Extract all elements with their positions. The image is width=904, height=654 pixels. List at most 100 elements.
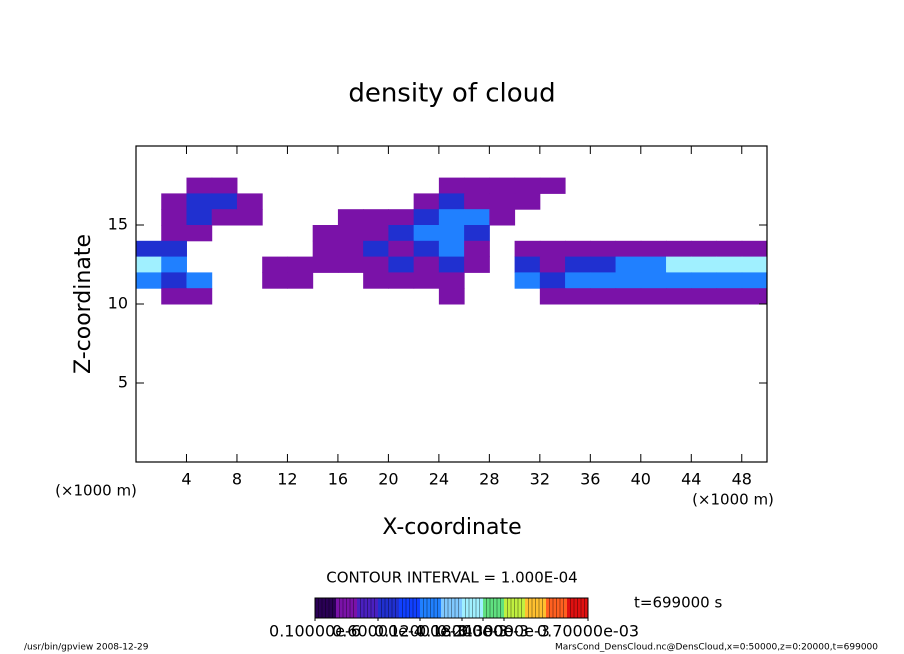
contour-cell	[136, 256, 162, 273]
contour-cell	[312, 256, 339, 273]
contour-cell	[438, 288, 465, 305]
contour-cell	[741, 288, 768, 305]
contour-cell	[539, 272, 566, 289]
contour-cell	[388, 209, 415, 226]
contour-cell	[438, 272, 465, 289]
chart-title: density of cloud	[348, 79, 555, 109]
contour-cell	[438, 256, 465, 273]
contour-cell	[666, 288, 692, 305]
x-tick-label: 28	[479, 470, 499, 489]
contour-cell	[464, 240, 490, 258]
contour-cell	[691, 272, 718, 289]
colorbar-tick-label: 0.24000e-3	[437, 622, 529, 641]
contour-cell	[489, 209, 516, 226]
contour-cell	[186, 209, 213, 226]
footer-left: /usr/bin/gpview 2008-12-29	[24, 643, 149, 653]
contour-cell	[236, 209, 263, 226]
contour-cell	[413, 240, 440, 258]
colorbar-tick-label: 0.10000e-6	[269, 622, 361, 641]
contour-cell	[413, 272, 440, 289]
contour-cell	[565, 256, 591, 273]
contour-cell	[438, 209, 465, 226]
contour-cell	[363, 209, 389, 226]
contour-cell	[363, 272, 389, 289]
x-tick-label: 36	[580, 470, 600, 489]
contour-cell	[640, 256, 667, 273]
contour-cell	[464, 209, 490, 226]
contour-cell	[691, 256, 718, 273]
contour-cell	[539, 177, 566, 194]
contour-cell	[363, 240, 389, 258]
x-tick-label: 16	[328, 470, 348, 489]
x-tick-label: 32	[530, 470, 550, 489]
x-tick-label: 20	[378, 470, 398, 489]
contour-cell	[615, 272, 642, 289]
contour-cell	[136, 240, 162, 258]
contour-cell	[161, 288, 187, 305]
x-tick-label: 44	[681, 470, 701, 489]
contour-cell	[413, 193, 440, 210]
contour-cell	[388, 272, 415, 289]
contour-cell	[413, 209, 440, 226]
contour-cell	[489, 177, 516, 194]
contour-cell	[565, 240, 591, 258]
contour-cell	[413, 256, 440, 273]
contour-cell	[514, 256, 541, 273]
contour-cell	[464, 256, 490, 273]
contour-cell	[337, 240, 364, 258]
contour-cell	[464, 177, 490, 194]
x-tick-label: 4	[181, 470, 191, 489]
contour-cell	[186, 193, 213, 210]
contour-cell	[615, 240, 642, 258]
y-tick-label: 15	[108, 215, 128, 234]
x-axis-label: X-coordinate	[382, 515, 521, 540]
contour-cell	[312, 240, 339, 258]
contour-cell	[666, 240, 692, 258]
contour-cell	[615, 288, 642, 305]
contour-cell	[464, 193, 490, 210]
contour-cell	[161, 209, 187, 226]
contour-cell	[262, 272, 288, 289]
contour-cell	[514, 240, 541, 258]
contour-cell	[161, 225, 187, 242]
contour-cell	[312, 225, 339, 242]
x-tick-label: 40	[631, 470, 651, 489]
contour-cell	[741, 272, 768, 289]
contour-cell	[590, 272, 617, 289]
contour-cell	[438, 177, 465, 194]
contour-cell	[716, 240, 743, 258]
contour-cell	[666, 272, 692, 289]
contour-cell	[161, 256, 187, 273]
contour-cell	[590, 256, 617, 273]
contour-interval: CONTOUR INTERVAL = 1.000E-04	[326, 569, 577, 587]
contour-cell	[590, 288, 617, 305]
colorbar-frame	[314, 597, 589, 619]
contour-cell	[489, 193, 516, 210]
contour-cell	[186, 272, 213, 289]
contour-cell	[211, 177, 238, 194]
x-tick-label: 24	[429, 470, 449, 489]
contour-cell	[186, 177, 213, 194]
contour-cell	[565, 272, 591, 289]
contour-cell	[161, 240, 187, 258]
contour-cell	[691, 288, 718, 305]
contour-cell	[716, 272, 743, 289]
footer-right: MarsCond_DensCloud.nc@DensCloud,x=0:5000…	[555, 643, 878, 653]
contour-cell	[262, 256, 288, 273]
contour-cell	[514, 177, 541, 194]
x-tick-label: 12	[277, 470, 297, 489]
contour-cell	[161, 272, 187, 289]
colorbar-tick-label: 0.30000e-3	[458, 622, 550, 641]
contour-cell	[691, 240, 718, 258]
contour-cell	[514, 193, 541, 210]
x-tick-label: 8	[232, 470, 242, 489]
contour-cell	[539, 256, 566, 273]
x-tick-label: 48	[732, 470, 752, 489]
contour-cell	[136, 272, 162, 289]
contour-cell	[161, 193, 187, 210]
contour-cell	[716, 288, 743, 305]
contour-cell	[514, 272, 541, 289]
contour-cell	[388, 240, 415, 258]
contour-cell	[615, 256, 642, 273]
